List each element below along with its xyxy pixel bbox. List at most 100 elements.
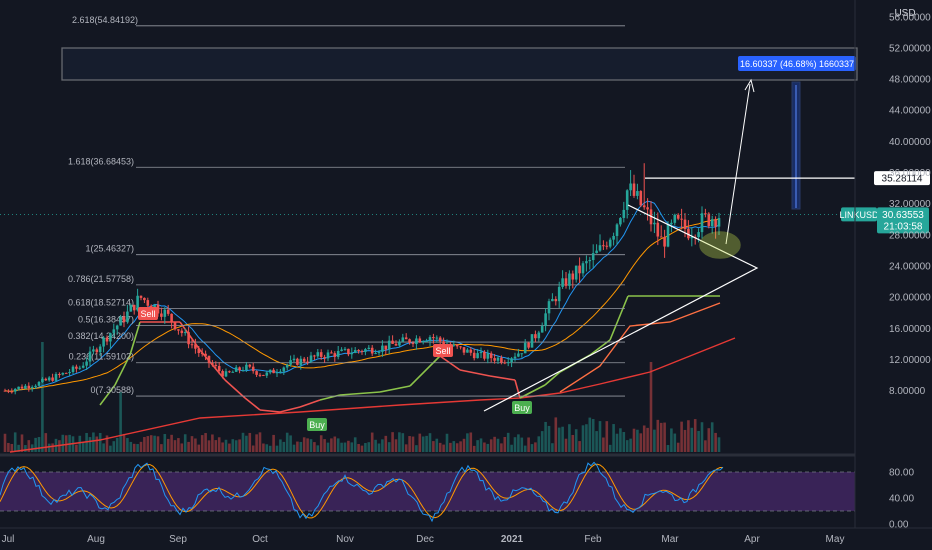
candle bbox=[68, 369, 71, 376]
volume-bar bbox=[642, 425, 646, 452]
volume-bar bbox=[377, 443, 381, 452]
svg-text:0.382(14.24200): 0.382(14.24200) bbox=[68, 331, 134, 341]
volume-bar bbox=[241, 432, 245, 452]
projection-badge: 16.60337 (46.68%) 1660337 bbox=[738, 56, 856, 71]
volume-bar bbox=[381, 439, 384, 452]
candle bbox=[472, 348, 476, 361]
price-tick-label: 48.00000 bbox=[889, 75, 931, 86]
svg-text:Sell: Sell bbox=[140, 309, 155, 319]
candle bbox=[207, 355, 211, 368]
candle bbox=[415, 335, 418, 350]
fib-level: 2.618(54.84192) bbox=[72, 15, 625, 27]
volume-bar bbox=[370, 432, 374, 452]
volume-bar bbox=[360, 445, 364, 452]
candle bbox=[262, 374, 265, 376]
candle bbox=[64, 372, 68, 374]
volume-bar bbox=[17, 444, 20, 452]
volume-bar bbox=[394, 439, 398, 452]
fib-level: 0.236(11.59102) bbox=[69, 352, 625, 364]
volume-bar bbox=[132, 443, 136, 452]
volume-bar bbox=[676, 442, 680, 452]
volume-bar bbox=[289, 435, 292, 452]
candle bbox=[61, 372, 65, 376]
supertrend-segment bbox=[589, 339, 611, 356]
volume-bar bbox=[415, 445, 418, 452]
volume-bar bbox=[78, 435, 82, 452]
candle bbox=[71, 365, 75, 374]
candle bbox=[510, 357, 513, 368]
volume-bar bbox=[476, 440, 479, 452]
candle bbox=[217, 362, 221, 375]
candle bbox=[527, 341, 530, 350]
candle bbox=[357, 349, 360, 354]
candle bbox=[578, 257, 581, 284]
volume-bar bbox=[112, 441, 116, 452]
fib-level: 0.5(16.38457) bbox=[78, 314, 625, 326]
volume-bar bbox=[64, 435, 68, 452]
volume-bar bbox=[139, 441, 143, 452]
candle bbox=[411, 341, 415, 348]
volume-bar bbox=[442, 444, 445, 452]
candle bbox=[602, 240, 605, 250]
volume-bar bbox=[92, 432, 95, 452]
candle bbox=[122, 311, 126, 328]
volume-bar bbox=[156, 436, 160, 452]
svg-text:30.63553: 30.63553 bbox=[882, 210, 924, 221]
candle bbox=[666, 220, 670, 248]
candlesticks bbox=[3, 163, 721, 395]
candle bbox=[622, 201, 626, 223]
time-tick-label: Feb bbox=[584, 534, 602, 545]
volume-bar bbox=[534, 442, 537, 452]
candle bbox=[653, 211, 656, 234]
volume-bar bbox=[367, 442, 371, 452]
candle bbox=[248, 363, 252, 369]
candle bbox=[605, 241, 609, 250]
volume-bar bbox=[275, 445, 279, 452]
candle bbox=[404, 333, 408, 340]
volume-bar bbox=[459, 441, 462, 452]
fib-level: 0.382(14.24200) bbox=[68, 331, 625, 343]
volume-bar bbox=[625, 440, 629, 452]
volume-bar bbox=[37, 437, 41, 452]
svg-text:0.786(21.57758): 0.786(21.57758) bbox=[68, 274, 134, 284]
candle bbox=[500, 355, 503, 365]
symmetrical-triangle bbox=[483, 204, 759, 412]
candle bbox=[279, 369, 282, 374]
volume-bar bbox=[160, 444, 163, 452]
candle bbox=[265, 370, 269, 379]
volume-bar bbox=[445, 433, 449, 452]
svg-text:1.618(36.68453): 1.618(36.68453) bbox=[68, 156, 134, 166]
candle bbox=[330, 350, 333, 354]
candle bbox=[469, 347, 473, 356]
candle bbox=[194, 338, 197, 354]
volume-bar bbox=[462, 438, 466, 452]
candle bbox=[112, 323, 116, 338]
volume-bar bbox=[428, 433, 432, 452]
volume-bar bbox=[309, 439, 313, 452]
candle bbox=[309, 351, 313, 364]
target-zone-box[interactable] bbox=[61, 47, 858, 81]
volume-bar bbox=[639, 433, 643, 452]
volume-bar bbox=[146, 436, 150, 452]
volume-bar bbox=[585, 424, 588, 452]
volume-bar bbox=[170, 434, 173, 452]
candle bbox=[462, 347, 466, 356]
volume-bar bbox=[115, 437, 119, 452]
candle bbox=[659, 225, 663, 238]
supertrend-segment bbox=[379, 385, 411, 393]
svg-text:LINKUSD: LINKUSD bbox=[839, 210, 879, 220]
svg-text:16.60337 (46.68%) 1660337: 16.60337 (46.68%) 1660337 bbox=[740, 59, 854, 69]
candle bbox=[530, 334, 534, 348]
volume-bar bbox=[194, 438, 197, 452]
volume-bar bbox=[350, 442, 354, 452]
volume-bar bbox=[302, 437, 306, 452]
candle bbox=[489, 351, 493, 363]
projection-arrow bbox=[725, 83, 751, 245]
time-tick-label: Dec bbox=[416, 534, 434, 545]
volume-bar bbox=[391, 432, 394, 452]
candle bbox=[639, 190, 643, 208]
candle bbox=[245, 361, 248, 372]
candle bbox=[139, 295, 143, 301]
